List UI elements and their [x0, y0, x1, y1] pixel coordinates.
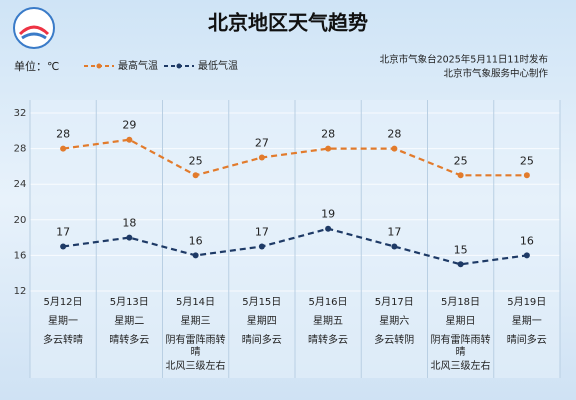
value-label: 28 [387, 128, 401, 141]
point [325, 145, 332, 152]
x-tick-label: 5月17日 [374, 297, 414, 308]
point [391, 243, 398, 250]
value-label: 25 [520, 154, 534, 167]
weekday: 星期三 [180, 316, 211, 327]
value-label: 19 [321, 208, 335, 221]
x-tick-label: 5月14日 [175, 297, 216, 308]
weather: 晴间多云 [241, 335, 282, 346]
weather: 晴转多云 [308, 335, 348, 346]
y-tick-label: 16 [14, 250, 27, 261]
point [192, 252, 199, 259]
point [126, 234, 133, 241]
weather: 多云转阴 [374, 335, 415, 346]
weekday: 星期二 [114, 316, 145, 327]
point [457, 172, 464, 179]
x-tick-label: 5月15日 [242, 297, 282, 308]
point [126, 136, 133, 143]
weather: 阴有雷阵雨转晴 [430, 335, 491, 358]
weather: 晴转多云 [109, 335, 150, 346]
series-line [62, 138, 527, 177]
note: 北京市气象服务中心制作 [443, 68, 548, 80]
weather: 阴有雷阵雨转晴 [165, 335, 226, 358]
legend-marker [176, 63, 182, 69]
point [192, 172, 199, 179]
unit-label: 单位：℃ [14, 59, 59, 73]
chart-title: 北京地区天气趋势 [208, 11, 368, 35]
weekday: 星期日 [445, 316, 476, 327]
weather: 多云转晴 [43, 335, 83, 346]
legend-label: 最高气温 [118, 59, 158, 72]
value-label: 15 [454, 243, 468, 256]
point [523, 252, 530, 259]
weekday: 星期六 [379, 316, 410, 327]
value-label: 16 [189, 234, 203, 247]
value-label: 17 [255, 226, 269, 239]
value-label: 18 [122, 217, 136, 230]
value-label: 29 [122, 119, 136, 132]
point [325, 225, 332, 232]
point [523, 172, 530, 179]
x-tick-label: 5月19日 [507, 297, 547, 308]
x-tick-label: 5月13日 [109, 297, 149, 308]
value-label: 17 [56, 226, 70, 239]
y-tick-label: 32 [14, 108, 27, 119]
value-label: 16 [520, 234, 534, 247]
weekday: 星期一 [511, 316, 542, 327]
weekday: 星期五 [313, 316, 343, 327]
point [258, 154, 265, 161]
x-tick-label: 5月16日 [308, 297, 348, 308]
y-tick-label: 20 [14, 215, 27, 226]
point [391, 145, 398, 152]
value-label: 17 [387, 226, 401, 239]
value-label: 28 [321, 128, 335, 141]
point [60, 243, 67, 250]
logo [13, 7, 55, 49]
value-label: 25 [189, 154, 203, 167]
legend-label: 最低气温 [198, 59, 238, 72]
value-label: 25 [454, 154, 468, 167]
point [457, 261, 464, 268]
legend-marker [96, 63, 102, 69]
x-tick-label: 5月18日 [440, 297, 481, 308]
wind: 北风三级左右 [165, 361, 226, 372]
wind: 北风三级左右 [430, 361, 491, 372]
weekday: 星期四 [246, 316, 277, 327]
x-tick-label: 5月12日 [43, 297, 83, 308]
value-label: 28 [56, 128, 70, 141]
point [60, 145, 67, 152]
value-label: 27 [255, 137, 269, 150]
weather: 晴间多云 [506, 335, 547, 346]
y-tick-label: 28 [14, 144, 27, 155]
note: 北京市气象台2025年5月11日11时发布 [380, 54, 548, 66]
y-tick-label: 24 [14, 179, 27, 190]
weekday: 星期一 [48, 316, 78, 327]
point [258, 243, 265, 250]
y-tick-label: 12 [14, 286, 27, 297]
